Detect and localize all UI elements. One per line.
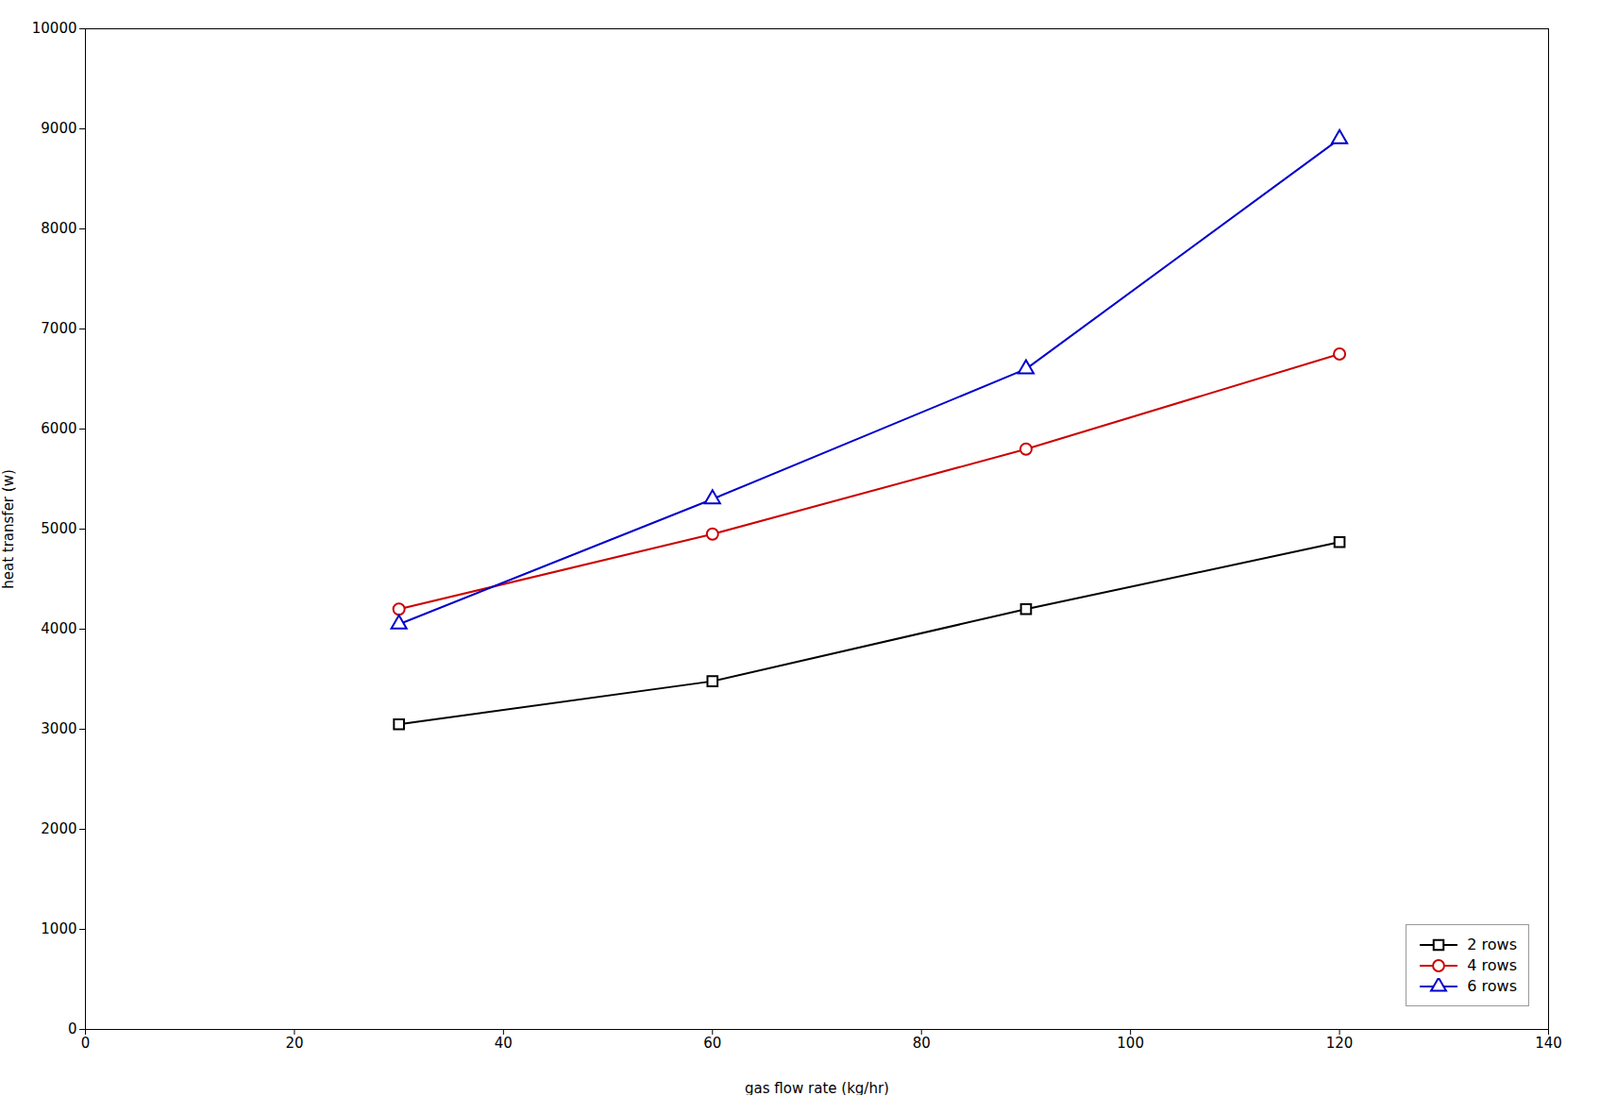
svg-text:2000: 2000 <box>40 820 77 838</box>
svg-text:gas flow rate (kg/hr): gas flow rate (kg/hr) <box>744 1079 890 1096</box>
svg-text:8000: 8000 <box>40 219 77 237</box>
svg-text:6000: 6000 <box>40 420 77 438</box>
svg-text:100: 100 <box>1116 1034 1145 1052</box>
svg-text:80: 80 <box>912 1034 931 1052</box>
svg-text:140: 140 <box>1534 1034 1563 1052</box>
svg-text:10000: 10000 <box>32 19 78 37</box>
svg-text:0: 0 <box>67 1020 78 1038</box>
svg-text:5000: 5000 <box>40 520 77 538</box>
svg-text:7000: 7000 <box>40 320 77 337</box>
svg-text:20: 20 <box>285 1034 304 1052</box>
svg-text:60: 60 <box>703 1034 722 1052</box>
svg-text:1000: 1000 <box>40 920 77 938</box>
svg-text:0: 0 <box>81 1034 91 1052</box>
html-text:2 rows: 2 rows <box>1467 935 1517 954</box>
svg-text:4000: 4000 <box>40 620 77 638</box>
html-text:4 rows: 4 rows <box>1467 956 1517 975</box>
html-text:6 rows: 6 rows <box>1467 976 1517 995</box>
svg-text:40: 40 <box>494 1034 513 1052</box>
svg-text:9000: 9000 <box>40 119 77 137</box>
svg-text:120: 120 <box>1326 1034 1354 1052</box>
svg-text:3000: 3000 <box>40 720 77 738</box>
svg-text:heat transfer (w): heat transfer (w) <box>0 469 17 590</box>
